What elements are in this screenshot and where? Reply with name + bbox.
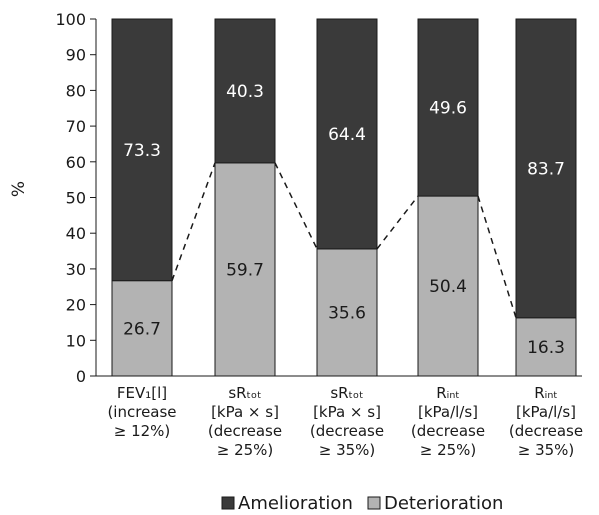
data-label-deterioration: 16.3 — [527, 338, 565, 358]
legend-swatch-deterioration — [367, 496, 381, 510]
connector-segment — [477, 195, 517, 319]
category-label-line: [kPa/l/s] — [516, 403, 576, 421]
category-label: sRₜₒₜ [kPa × s] (decrease ≥ 25%) — [208, 384, 282, 459]
category-label: Rᵢₙₜ [kPa/l/s] (decrease ≥ 25%) — [411, 384, 485, 459]
category-label: FEV₁[l] (increase ≥ 12%) — [107, 384, 176, 440]
y-tick-label: 20 — [66, 296, 86, 315]
category-label-line: ≥ 35%) — [319, 441, 376, 459]
y-tick-label: 0 — [76, 367, 86, 386]
bar-deterioration — [214, 162, 276, 377]
category-label-line: (decrease — [509, 422, 583, 440]
y-tick-label: 70 — [66, 117, 86, 136]
data-label-deterioration: 59.7 — [226, 260, 264, 280]
category-label-line: ≥ 25%) — [217, 441, 274, 459]
category-label-line: ≥ 12%) — [114, 422, 171, 440]
data-label-deterioration: 50.4 — [429, 277, 467, 297]
bar-amelioration — [316, 18, 378, 250]
category-label-line: Rᵢₙₜ — [534, 384, 558, 402]
bar-amelioration — [214, 18, 276, 164]
category-label-line: (decrease — [310, 422, 384, 440]
bar-amelioration — [515, 18, 577, 319]
category-label: sRₜₒₜ [kPa × s] (decrease ≥ 35%) — [310, 384, 384, 459]
connector-segment — [171, 162, 216, 281]
data-label-amelioration: 40.3 — [226, 82, 264, 102]
y-tick-label: 80 — [66, 81, 86, 100]
data-label-deterioration: 26.7 — [123, 319, 161, 339]
data-label-amelioration: 49.6 — [429, 99, 467, 119]
y-tick-label: 100 — [55, 10, 86, 29]
category-label-line: (increase — [107, 403, 176, 421]
category-label-line: sRₜₒₜ — [330, 384, 363, 402]
y-tick-label: 90 — [66, 46, 86, 65]
category-label-line: (decrease — [208, 422, 282, 440]
bar-deterioration — [515, 317, 577, 377]
category-labels: FEV₁[l] (increase ≥ 12%)sRₜₒₜ [kPa × s] (dec… — [107, 384, 583, 459]
legend-swatch-amelioration — [221, 496, 235, 510]
legend-label-amelioration: Amelioration — [238, 493, 353, 514]
category-label-line: FEV₁[l] — [117, 384, 167, 402]
bar-deterioration — [316, 248, 378, 377]
bar-amelioration — [111, 18, 173, 282]
y-tick-label: 10 — [66, 331, 86, 350]
deterioration-connector — [171, 162, 517, 319]
category-label-line: [kPa × s] — [211, 403, 279, 421]
legend: Amelioration Deterioration — [221, 493, 503, 514]
category-label-line: [kPa/l/s] — [418, 403, 478, 421]
connector-segment — [376, 195, 419, 250]
y-tick-label: 50 — [66, 189, 86, 208]
y-tick-label: 30 — [66, 260, 86, 279]
bar-deterioration — [111, 280, 173, 377]
data-label-amelioration: 83.7 — [527, 159, 565, 179]
y-tick-label: 60 — [66, 153, 86, 172]
data-labels: 26.7 73.3 59.7 40.3 35.6 64.4 50.4 49.6 16.3 83.7 — [123, 82, 565, 358]
bar-amelioration — [417, 18, 479, 197]
category-label: Rᵢₙₜ [kPa/l/s] (decrease ≥ 35%) — [509, 384, 583, 459]
data-label-amelioration: 64.4 — [328, 125, 366, 145]
data-label-deterioration: 35.6 — [328, 303, 366, 323]
category-label-line: sRₜₒₜ — [228, 384, 261, 402]
y-axis-label: % — [9, 181, 29, 197]
category-label-line: ≥ 35%) — [518, 441, 575, 459]
y-tick-label: 40 — [66, 224, 86, 243]
connector-segment — [274, 162, 318, 250]
category-label-line: Rᵢₙₜ — [436, 384, 460, 402]
category-label-line: (decrease — [411, 422, 485, 440]
data-label-amelioration: 73.3 — [123, 141, 161, 161]
category-label-line: [kPa × s] — [313, 403, 381, 421]
axes: 0 10 20 30 40 50 60 70 80 90 100 — [55, 10, 582, 386]
bar-deterioration — [417, 195, 479, 377]
category-label-line: ≥ 25%) — [420, 441, 477, 459]
bars — [111, 18, 577, 377]
legend-label-deterioration: Deterioration — [384, 493, 503, 514]
